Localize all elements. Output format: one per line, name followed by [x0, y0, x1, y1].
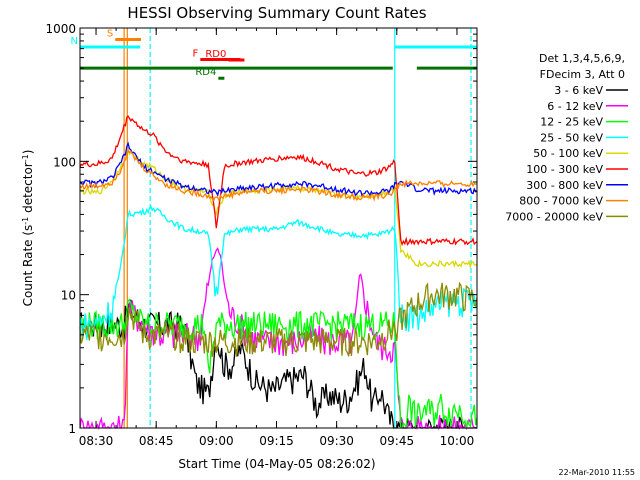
chart-title: HESSI Observing Summary Count Rates [127, 4, 426, 22]
series-line [79, 281, 478, 357]
state-bar-label: RD4 [195, 67, 216, 78]
legend-entry-label: 100 - 300 keV [526, 163, 603, 176]
state-bar-label: S [107, 28, 113, 39]
vertical-markers [123, 28, 472, 428]
legend-entry-label: 12 - 25 keV [540, 116, 603, 129]
axis-ticks: 08:30 08:45 09:00 09:15 09:30 09:45 10:00 1 10 10… [45, 22, 478, 448]
x-tick-label: 09:45 [380, 434, 415, 448]
x-axis-label: Start Time (04-May-05 08:26:02) [178, 457, 375, 471]
x-tick-label: 08:30 [79, 434, 114, 448]
state-bars: S N F RD0 RD4 [71, 28, 477, 80]
series-line [79, 148, 478, 203]
y-label-main: Count Rate (s [21, 225, 35, 307]
y-axis-label: Count Rate (s-1 detector-1) [21, 150, 36, 307]
legend-entry-label: 300 - 800 keV [526, 179, 603, 192]
x-tick-label: 08:45 [139, 434, 174, 448]
legend-entry-label: 800 - 7000 keV [519, 195, 603, 208]
y-tick-label: 1000 [45, 22, 76, 36]
legend-entry-label: 6 - 12 keV [547, 100, 603, 113]
y-tick-label: 1 [68, 422, 76, 436]
x-tick-label: 09:00 [199, 434, 234, 448]
state-bar-label: N [71, 36, 78, 47]
x-tick-label: 09:30 [319, 434, 354, 448]
state-bar-label: F [193, 49, 199, 60]
legend-header-line1: Det 1,3,4,5,6,9, [539, 52, 625, 65]
legend: Det 1,3,4,5,6,9, FDecim 3, Att 0 3 - 6 k… [505, 52, 628, 223]
series-line [79, 146, 478, 270]
y-tick-label: 100 [53, 155, 76, 169]
x-tick-label: 09:15 [259, 434, 294, 448]
series-line [79, 141, 478, 197]
x-tick-label: 10:00 [440, 434, 475, 448]
series-line [79, 204, 478, 341]
legend-entry-label: 50 - 100 keV [533, 147, 603, 160]
legend-entry-label: 25 - 50 keV [540, 131, 603, 144]
footer-date: 22-Mar-2010 11:55 [559, 468, 636, 477]
series-line [79, 115, 478, 247]
y-label-end: ) [21, 150, 35, 155]
series-line [79, 298, 478, 429]
y-label-mid: detector [21, 162, 35, 217]
series-layer [79, 115, 478, 431]
y-tick-label: 10 [61, 289, 76, 303]
plot-frame [79, 27, 478, 429]
series-line [79, 246, 477, 431]
legend-entry-label: 7000 - 20000 keV [505, 210, 603, 223]
y-label-exp1: -1 [21, 217, 30, 225]
y-label-exp2: -1 [21, 154, 30, 162]
legend-header-line2: FDecim 3, Att 0 [540, 68, 625, 81]
legend-entry-label: 3 - 6 keV [554, 84, 603, 97]
state-bar-label: RD0 [205, 49, 226, 60]
